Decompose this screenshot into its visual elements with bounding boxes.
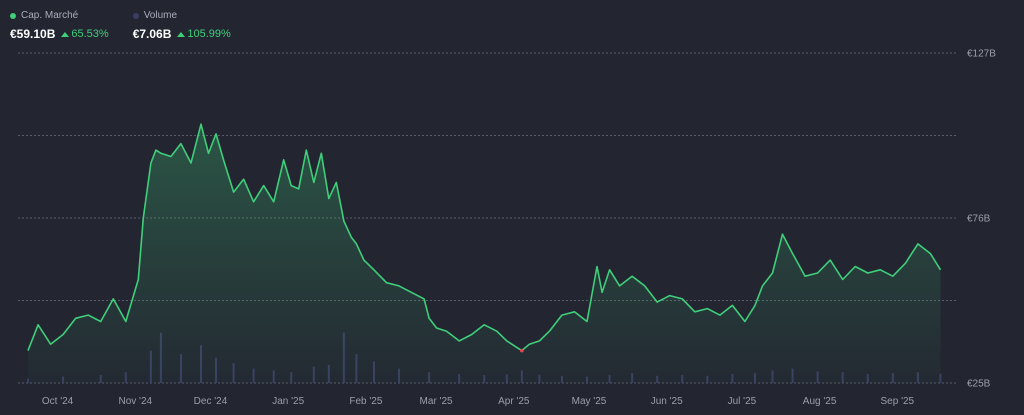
y-tick-label: €127B [967,49,996,60]
up-arrow-icon [61,31,70,37]
legend-volume[interactable]: Volume €7.06B 105.99% [132,10,231,41]
up-arrow-icon [177,31,186,37]
x-axis-labels: Oct '24 Nov '24 Dec '24 Jan '25 Feb '25 Mar '… [42,396,915,407]
x-tick-label: Oct '24 [42,396,74,407]
legend-market-cap[interactable]: Cap. Marché €59.10B 65.53% [10,10,109,41]
x-tick-label: Mar '25 [420,396,453,407]
volume-change-text: 105.99% [187,28,231,40]
chart-legend: Cap. Marché €59.10B 65.53% Volume €7.06B… [10,10,231,41]
y-axis-labels: €127B €76B €25B [967,49,996,390]
volume-value: €7.06B [132,27,172,41]
volume-label: Volume [143,10,178,21]
min-point-marker [520,348,524,353]
market-cap-label: Cap. Marché [21,10,79,21]
market-cap-change: 65.53% [61,28,109,40]
y-tick-label: €25B [967,379,991,390]
x-tick-label: May '25 [572,396,607,407]
x-tick-label: Feb '25 [349,396,382,407]
x-tick-label: Jul '25 [728,396,757,407]
volume-dot-icon [132,12,139,19]
x-tick-label: Jan '25 [272,396,304,407]
market-cap-change-text: 65.53% [71,28,109,40]
market-cap-area [28,124,941,383]
market-cap-line[interactable] [27,123,942,352]
x-tick-label: Sep '25 [881,396,915,407]
x-tick-label: Aug '25 [803,396,837,407]
x-tick-label: Dec '24 [194,396,228,407]
market-cap-dot-icon [10,12,16,19]
market-cap-value: €59.10B [10,27,56,41]
volume-change: 105.99% [177,28,231,40]
y-tick-label: €76B [967,214,991,225]
marker-layer [520,348,524,353]
x-tick-label: Apr '25 [498,396,530,407]
x-tick-label: Nov '24 [118,396,152,407]
x-tick-label: Jun '25 [651,396,683,407]
